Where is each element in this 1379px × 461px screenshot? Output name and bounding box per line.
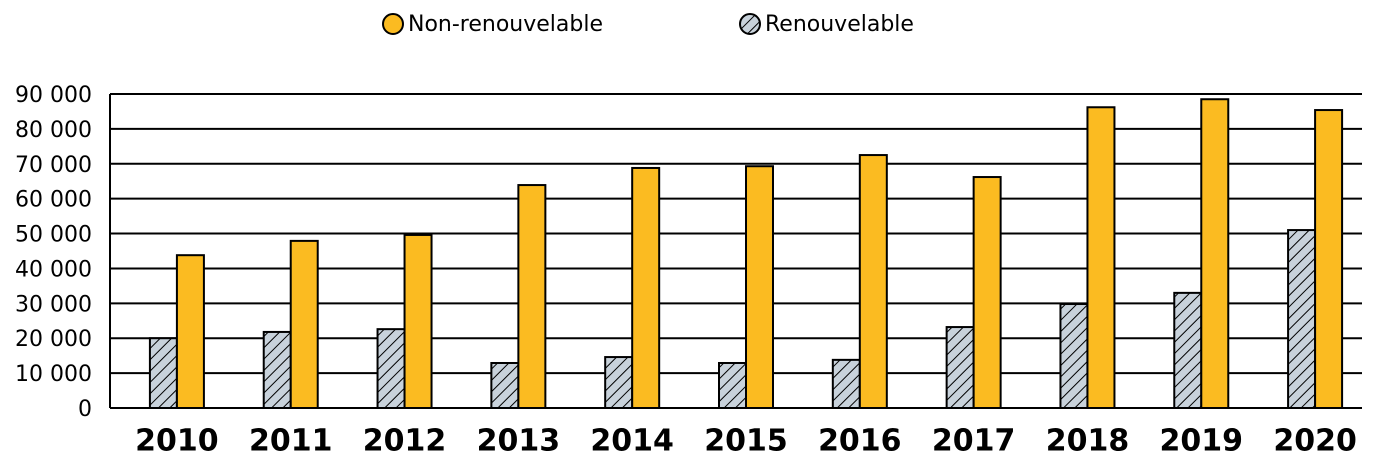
y-tick-label: 0 <box>78 397 92 422</box>
bar <box>517 184 547 409</box>
x-tick-label: 2019 <box>1160 424 1244 459</box>
y-tick-label: 90 000 <box>15 83 92 108</box>
x-tick-label: 2017 <box>932 424 1016 459</box>
x-tick-label: 2012 <box>363 424 447 459</box>
y-tick-label: 20 000 <box>15 327 92 352</box>
x-tick-label: 2018 <box>1046 424 1130 459</box>
x-tick-label: 2016 <box>818 424 902 459</box>
y-tick-label: 10 000 <box>15 362 92 387</box>
legend-swatch <box>739 13 761 35</box>
bar <box>831 358 861 409</box>
y-tick-label: 70 000 <box>15 153 92 178</box>
bar <box>262 330 292 410</box>
bar <box>631 166 661 409</box>
bar <box>376 328 406 410</box>
legend-label: Renouvelable <box>765 12 914 37</box>
x-tick-label: 2011 <box>249 424 333 459</box>
bar <box>175 254 205 409</box>
bar <box>604 356 634 410</box>
y-tick-label: 30 000 <box>15 292 92 317</box>
bar <box>745 165 774 409</box>
x-tick-label: 2013 <box>477 424 561 459</box>
bar <box>718 361 747 410</box>
bar <box>1086 106 1116 409</box>
bar <box>858 154 888 409</box>
x-tick-label: 2015 <box>704 424 788 459</box>
bar <box>403 233 433 409</box>
y-tick-label: 80 000 <box>15 118 92 143</box>
bar <box>1173 291 1203 409</box>
bar <box>972 176 1002 409</box>
bar <box>1314 109 1344 409</box>
legend-swatch <box>382 13 404 35</box>
bar <box>1287 229 1317 409</box>
bar <box>490 361 520 410</box>
x-tick-label: 2010 <box>135 424 219 459</box>
bar <box>148 337 178 410</box>
bar <box>289 239 319 409</box>
y-tick-label: 40 000 <box>15 257 92 282</box>
legend-label: Non-renouvelable <box>408 12 603 37</box>
y-tick-label: 60 000 <box>15 188 92 213</box>
x-tick-label: 2020 <box>1273 424 1357 459</box>
bar <box>945 326 975 409</box>
bar <box>1059 303 1089 409</box>
y-tick-label: 50 000 <box>15 223 92 248</box>
bar <box>1200 98 1230 409</box>
x-tick-label: 2014 <box>590 424 674 459</box>
